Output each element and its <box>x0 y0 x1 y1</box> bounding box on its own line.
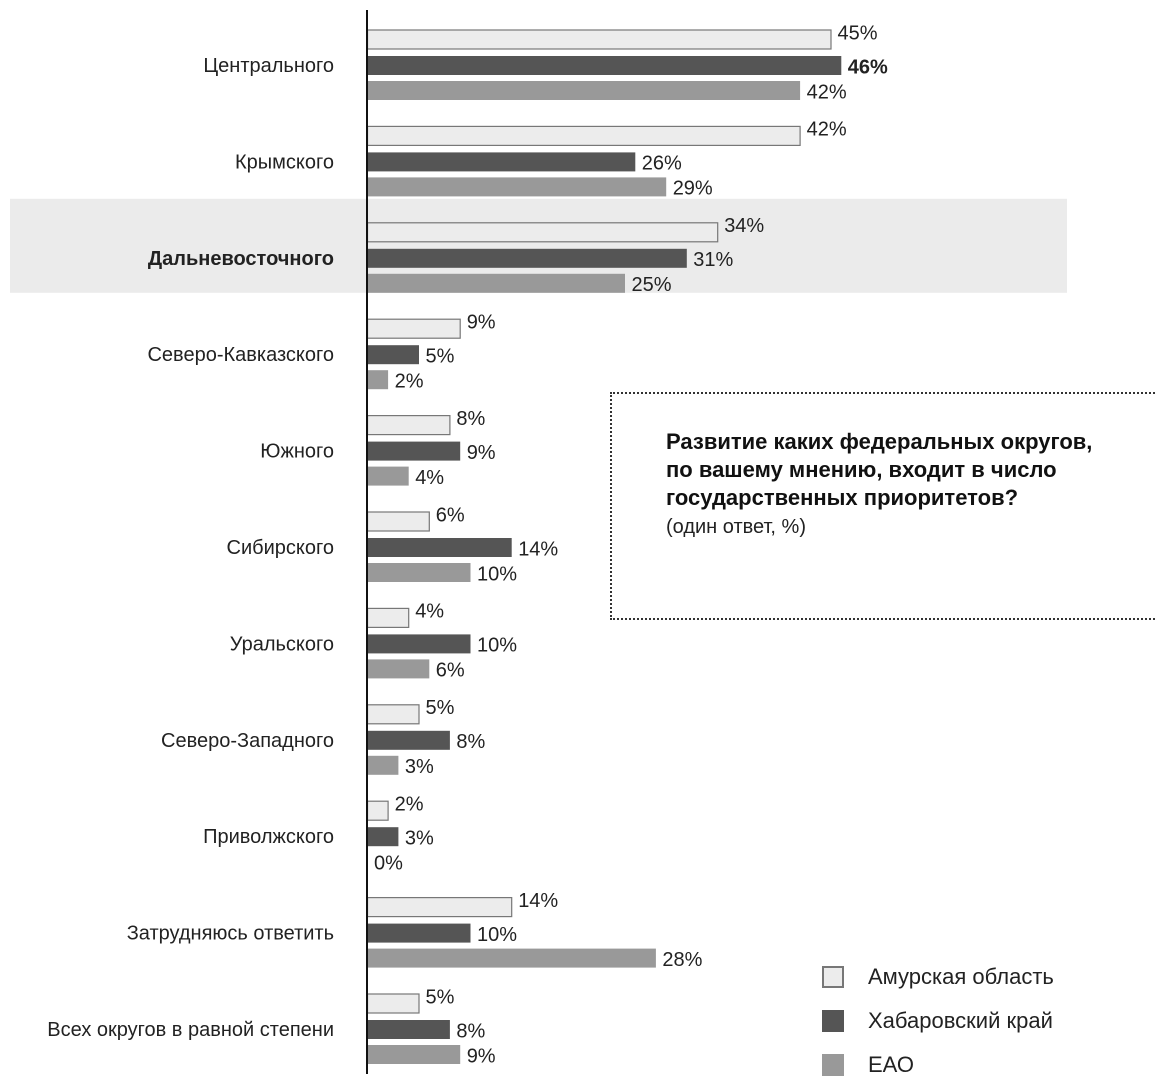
category-label: Затрудняюсь ответить <box>127 923 334 945</box>
question-subtitle: (один ответ, %) <box>666 516 806 538</box>
value-label: 8% <box>456 1020 485 1042</box>
value-label: 5% <box>426 345 455 367</box>
bar-amur <box>366 29 832 50</box>
bar-amur <box>366 607 410 629</box>
value-label: 0% <box>374 852 403 874</box>
value-label: 6% <box>436 504 465 526</box>
value-label: 14% <box>518 538 558 560</box>
category-label: Приволжского <box>203 826 334 848</box>
bar-eao <box>367 659 430 679</box>
bar-khabarovsk <box>367 248 687 268</box>
value-label: 4% <box>415 601 444 623</box>
bar-khabarovsk <box>367 56 842 75</box>
category-label: Уральского <box>230 633 334 655</box>
legend-item-amur: Амурская область <box>822 955 1054 999</box>
bar-amur <box>366 800 389 821</box>
value-label: 42% <box>807 81 847 103</box>
category-label: Северо-Западного <box>161 730 334 752</box>
legend-label-amur: Амурская область <box>868 964 1054 989</box>
bar-amur <box>366 993 420 1014</box>
value-label: 9% <box>467 442 496 464</box>
category-label: Центрального <box>203 55 334 77</box>
value-label: 46% <box>848 56 888 78</box>
bar-eao <box>367 177 667 197</box>
value-label: 5% <box>426 986 455 1008</box>
legend-swatch-amur <box>822 966 844 988</box>
bar-khabarovsk <box>367 923 471 943</box>
legend-swatch-khabarovsk <box>822 1010 844 1032</box>
value-label: 34% <box>724 215 764 237</box>
bar-khabarovsk <box>367 538 512 557</box>
bar-amur <box>366 222 719 243</box>
bar-khabarovsk <box>367 345 419 365</box>
category-label: Дальневосточного <box>148 248 334 270</box>
bar-amur <box>366 704 420 725</box>
value-label: 6% <box>436 660 465 682</box>
legend-label-khabarovsk: Хабаровский край <box>868 1008 1053 1033</box>
value-label: 42% <box>807 119 847 141</box>
value-label: 4% <box>415 467 444 489</box>
bar-amur <box>366 896 513 918</box>
category-label: Южного <box>260 441 334 463</box>
value-label: 9% <box>467 1045 496 1067</box>
bar-eao <box>367 755 399 775</box>
legend: Амурская область Хабаровский край ЕАО <box>822 955 1054 1087</box>
value-label: 31% <box>693 249 733 271</box>
value-label: 25% <box>632 274 672 296</box>
value-label: 26% <box>642 153 682 175</box>
bar-eao <box>367 466 409 486</box>
value-label: 8% <box>456 731 485 753</box>
bar-eao <box>367 948 656 968</box>
bar-amur <box>366 511 430 532</box>
value-label: 8% <box>456 408 485 430</box>
question-title: Развитие каких федеральных округов, по в… <box>666 429 1093 510</box>
bar-khabarovsk <box>367 634 471 654</box>
bar-eao <box>367 273 625 293</box>
value-label: 5% <box>426 697 455 719</box>
value-label: 9% <box>467 311 496 333</box>
bar-khabarovsk <box>367 827 399 847</box>
value-label: 45% <box>838 22 878 44</box>
bar-khabarovsk <box>367 1020 450 1039</box>
value-label: 3% <box>405 827 434 849</box>
question-box: Развитие каких федеральных округов, по в… <box>610 392 1155 620</box>
legend-item-khabarovsk: Хабаровский край <box>822 999 1054 1043</box>
value-label: 10% <box>477 924 517 946</box>
legend-swatch-eao <box>822 1054 844 1076</box>
category-label: Всех округов в равной степени <box>47 1019 334 1041</box>
bar-eao <box>367 81 801 100</box>
value-label: 10% <box>477 563 517 585</box>
value-label: 10% <box>477 635 517 657</box>
bar-khabarovsk <box>367 441 461 461</box>
bar-amur <box>366 318 461 339</box>
value-label: 14% <box>518 890 558 912</box>
value-label: 2% <box>395 793 424 815</box>
bar-eao <box>367 1045 461 1064</box>
value-label: 28% <box>662 949 702 971</box>
value-label: 2% <box>395 370 424 392</box>
bar-amur <box>366 415 451 436</box>
bar-eao <box>367 563 471 582</box>
bar-amur <box>366 125 801 147</box>
bar-khabarovsk <box>367 152 636 172</box>
bar-khabarovsk <box>367 730 450 750</box>
legend-item-eao: ЕАО <box>822 1043 1054 1087</box>
legend-label-eao: ЕАО <box>868 1052 914 1077</box>
value-label: 3% <box>405 756 434 778</box>
value-label: 29% <box>673 178 713 200</box>
category-label: Сибирского <box>227 537 334 559</box>
bar-eao <box>367 370 389 390</box>
category-label: Крымского <box>235 151 334 173</box>
category-label: Северо-Кавказского <box>147 344 334 366</box>
